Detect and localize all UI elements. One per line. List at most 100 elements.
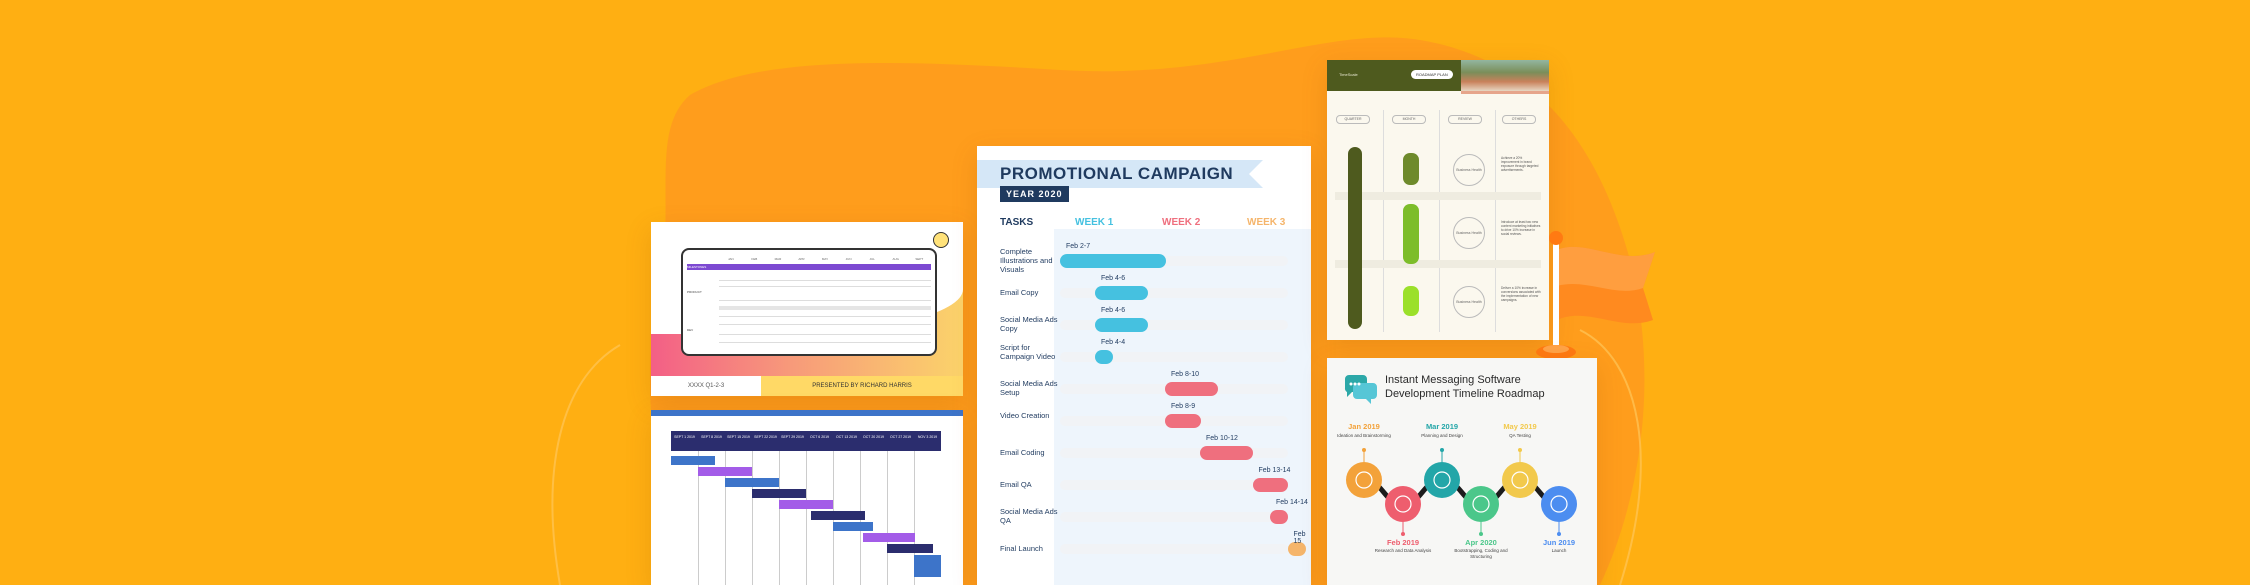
- milestone-icon: [1355, 471, 1373, 489]
- task-bar[interactable]: [1095, 350, 1113, 364]
- promotional-campaign-card[interactable]: PROMOTIONAL CAMPAIGN YEAR 2020 TASKS WEE…: [977, 146, 1311, 585]
- month-label: JAN: [727, 257, 734, 261]
- background-swirl: [551, 329, 1642, 585]
- row-label: DEV: [687, 328, 694, 332]
- roadmap-plan-card[interactable]: TimeScale ROADMAP PLAN QUARTER MONTH REV…: [1327, 60, 1549, 340]
- month-label: MAR: [774, 257, 782, 261]
- gantt-bar: [752, 489, 806, 498]
- milestone-dot: [1479, 532, 1483, 536]
- task-track: [1060, 512, 1288, 522]
- gantt-bar: [671, 456, 715, 465]
- task-bar[interactable]: [1165, 414, 1201, 428]
- week-header: SEPT 1 2019: [671, 431, 698, 451]
- review-circle: Business Health: [1453, 217, 1485, 249]
- week-header: OCT 27 2019: [887, 431, 914, 451]
- week-header: NOV 3 2019: [914, 431, 941, 451]
- milestone-icon: [1511, 471, 1529, 489]
- roadmap-badge: ROADMAP PLAN: [1411, 70, 1453, 79]
- row-label: MILESTONES: [687, 265, 707, 269]
- week-3-header: WEEK 3: [1247, 217, 1286, 228]
- task-name: Script for Campaign Video: [1000, 342, 1056, 361]
- task-name: Social Media Ads QA: [1000, 507, 1058, 525]
- week-1-header: WEEK 1: [1075, 217, 1114, 228]
- task-track: [1060, 448, 1288, 458]
- week-header: OCT 6 2019: [806, 431, 833, 451]
- milestone-icon: [1472, 495, 1490, 513]
- top-accent-bar: [651, 410, 963, 416]
- task-bar[interactable]: [1060, 254, 1166, 268]
- task-bar[interactable]: [1200, 446, 1253, 460]
- milestone-month: Jun 2019: [1542, 538, 1576, 547]
- task-date-label: Feb 8-10: [1171, 371, 1200, 378]
- milestone-description: Launch: [1551, 548, 1567, 553]
- task-name: Social Media Ads Setup: [1000, 379, 1058, 397]
- campaign-year: YEAR 2020: [1000, 186, 1069, 202]
- task-name: Email Copy: [1000, 287, 1039, 297]
- task-bar[interactable]: [1095, 286, 1148, 300]
- task-track: [1060, 544, 1288, 554]
- gantt-bar: [698, 467, 752, 476]
- task-bar[interactable]: [1252, 478, 1288, 492]
- timeline-title: Instant Messaging Software Development T…: [1385, 374, 1545, 400]
- week-header: SEPT 22 2019: [752, 431, 779, 451]
- column-header: MONTH: [1392, 115, 1426, 124]
- tasks-header: TASKS: [1000, 217, 1034, 228]
- gantt-bar: [725, 478, 779, 487]
- laptop-screen: JAN FEB MAR APR MAY JUN JUL AUG SEPT MIL…: [681, 248, 937, 356]
- task-track: [1060, 320, 1288, 330]
- task-date-label: Feb 4-6: [1101, 275, 1126, 282]
- task-date-label: Feb 8-9: [1171, 403, 1196, 410]
- gantt-bar: [779, 500, 833, 509]
- milestone-circle: [1424, 462, 1460, 498]
- task-bar[interactable]: [1270, 510, 1288, 524]
- review-circle: Business Health: [1453, 154, 1485, 186]
- task-name: Email Coding: [1000, 447, 1045, 457]
- week-header: SEPT 8 2019: [698, 431, 725, 451]
- milestone-circle: [1541, 486, 1577, 522]
- task-name: Final Launch: [1000, 543, 1043, 553]
- milestone-description: Planning and Design: [1421, 433, 1463, 438]
- milestone-description: QA Testing: [1509, 433, 1531, 438]
- milestone-icon: [1550, 495, 1568, 513]
- milestone-dot: [1440, 448, 1444, 452]
- month-bar: [1403, 153, 1419, 185]
- gantt-card[interactable]: SEPT 1 2019 SEPT 8 2019 SEPT 15 2019 SEP…: [651, 410, 963, 585]
- objective-note: Introduce at least two new content marke…: [1501, 220, 1541, 236]
- column-header: QUARTER: [1336, 115, 1370, 124]
- month-label: MAY: [821, 257, 829, 261]
- task-date-label: Feb 2-7: [1066, 243, 1091, 250]
- month-label: JUL: [869, 257, 875, 261]
- milestone-month: Jan 2019: [1348, 422, 1380, 431]
- gantt-bar: [887, 544, 933, 553]
- week-header: OCT 13 2019: [833, 431, 860, 451]
- gantt-bar: [833, 522, 873, 531]
- messaging-timeline-card[interactable]: Instant Messaging Software Development T…: [1327, 358, 1597, 585]
- task-name: Complete Illustrations and Visuals: [1000, 246, 1053, 274]
- task-track: [1060, 352, 1288, 362]
- quarter-bar: [1348, 147, 1362, 329]
- column-header: OTHERS: [1502, 115, 1536, 124]
- milestone-circle: [1346, 462, 1382, 498]
- task-bar[interactable]: [1287, 542, 1306, 556]
- milestone-dot: [1518, 448, 1522, 452]
- task-name: Social Media Ads Copy: [1000, 315, 1058, 333]
- milestone-circle: [1385, 486, 1421, 522]
- milestone-dot: [1362, 448, 1366, 452]
- month-label: APR: [798, 257, 805, 261]
- gantt-bar: [811, 511, 865, 520]
- task-bar[interactable]: [1165, 382, 1218, 396]
- flag-illustration: [1536, 231, 1655, 359]
- milestone-circle: [1463, 486, 1499, 522]
- objective-note: Deliver a 10% increase in conversions as…: [1501, 286, 1541, 302]
- roadmap-deck-card[interactable]: JAN FEB MAR APR MAY JUN JUL AUG SEPT MIL…: [651, 222, 963, 396]
- month-bar: [1403, 204, 1419, 264]
- task-track: [1060, 256, 1288, 266]
- month-label: JUN: [845, 257, 852, 261]
- task-name: Email QA: [1000, 479, 1032, 489]
- flag-pole: [1553, 240, 1559, 350]
- campaign-title: PROMOTIONAL CAMPAIGN: [1000, 164, 1234, 183]
- brand-label: TimeScale: [1339, 72, 1358, 77]
- milestone-month: May 2019: [1503, 422, 1537, 431]
- milestone-icon: [1394, 495, 1412, 513]
- task-bar[interactable]: [1095, 318, 1148, 332]
